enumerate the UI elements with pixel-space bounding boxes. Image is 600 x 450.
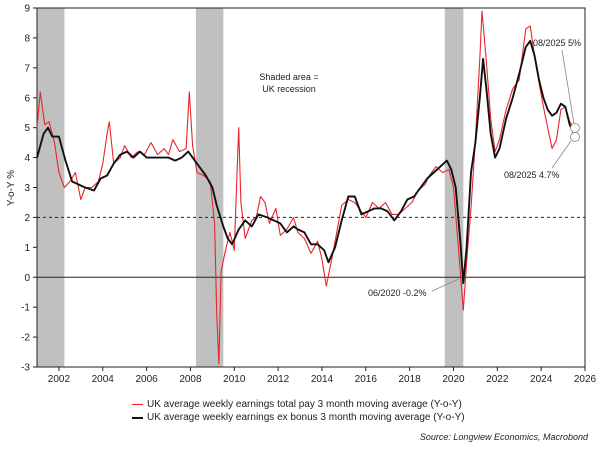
y-axis: -3 -2 -1 0 1 2 3 4 5 6 7 8 9 (21, 4, 37, 374)
y-tick-label-5: 5 (24, 123, 30, 134)
annotation-2020-label: 06/2020 -0.2% (368, 288, 427, 298)
series-line-ex-bonus (36, 39, 575, 285)
reference-lines (37, 216, 585, 278)
series-lines (36, 10, 575, 365)
x-tick-label-2018: 2018 (399, 374, 422, 385)
annotation-5pct-marker (570, 123, 580, 133)
y-tick-label-4: 4 (24, 153, 30, 164)
y-tick-label--1: -1 (21, 303, 30, 314)
x-tick-label-2022: 2022 (486, 374, 509, 385)
x-tick-label-2010: 2010 (223, 374, 246, 385)
annotation-2020-leader (431, 278, 460, 292)
legend-item-ex-bonus: UK average weekly earnings ex bonus 3 mo… (132, 411, 465, 424)
x-tick-label-2004: 2004 (92, 374, 115, 385)
legend-item-total-pay: UK average weekly earnings total pay 3 m… (132, 398, 465, 411)
annotation-4_7pct-leader (551, 140, 572, 169)
source-note: Source: Longview Economics, Macrobond (419, 432, 588, 442)
legend-label-ex-bonus: UK average weekly earnings ex bonus 3 mo… (147, 412, 465, 423)
legend-swatch-ex-bonus (132, 416, 143, 419)
y-tick-label-6: 6 (24, 93, 30, 104)
recession-band-1 (195, 8, 224, 367)
annotation-5pct-label: 08/2025 5% (533, 38, 581, 48)
annotation-5pct-leader (561, 49, 575, 125)
recession-note-line2: UK recession (262, 84, 316, 94)
x-axis: 2002 2004 2006 2008 2010 2012 2014 2016 2018 2020… (48, 367, 597, 385)
series-line-total-pay (36, 10, 575, 365)
annotation-4_7pct-marker (570, 132, 580, 142)
recession-band-0 (37, 8, 65, 367)
y-tick-label--2: -2 (21, 333, 30, 344)
y-tick-label-2: 2 (24, 213, 30, 224)
plot-frame (36, 7, 586, 368)
x-tick-label-2008: 2008 (179, 374, 202, 385)
y-tick-label-7: 7 (24, 63, 30, 74)
legend: UK average weekly earnings total pay 3 m… (132, 398, 465, 424)
y-tick-label--3: -3 (21, 363, 30, 374)
recession-bands (37, 8, 464, 367)
x-tick-label-2016: 2016 (355, 374, 378, 385)
y-tick-label-1: 1 (24, 243, 30, 254)
y-tick-label-3: 3 (24, 183, 30, 194)
y-tick-label-8: 8 (24, 33, 30, 44)
x-tick-label-2020: 2020 (442, 374, 465, 385)
x-tick-label-2002: 2002 (48, 374, 71, 385)
y-tick-label-0: 0 (24, 273, 30, 284)
legend-label-total-pay: UK average weekly earnings total pay 3 m… (147, 399, 462, 410)
x-tick-label-2006: 2006 (135, 374, 158, 385)
x-tick-label-2014: 2014 (311, 374, 334, 385)
x-tick-label-2024: 2024 (530, 374, 553, 385)
legend-swatch-total-pay (132, 404, 143, 405)
y-tick-label-9: 9 (24, 4, 30, 15)
y-axis-label: Y-o-Y % (6, 170, 17, 206)
x-tick-label-2012: 2012 (267, 374, 290, 385)
recession-note-line1: Shaded area = (259, 72, 318, 82)
x-tick-label-2026: 2026 (574, 374, 597, 385)
annotation-4_7pct-label: 08/2025 4.7% (504, 170, 560, 180)
